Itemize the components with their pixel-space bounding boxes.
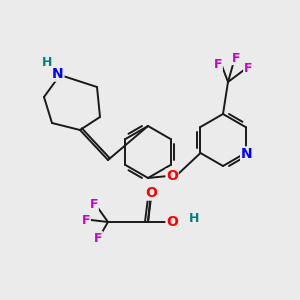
Text: F: F xyxy=(244,61,252,74)
Text: N: N xyxy=(52,67,64,81)
Text: F: F xyxy=(82,214,90,226)
Text: H: H xyxy=(189,212,199,226)
Text: F: F xyxy=(232,52,240,64)
Text: F: F xyxy=(94,232,102,244)
Text: H: H xyxy=(42,56,52,70)
Text: O: O xyxy=(166,169,178,183)
Text: F: F xyxy=(214,58,222,70)
Text: O: O xyxy=(145,186,157,200)
Text: N: N xyxy=(241,147,252,161)
Text: F: F xyxy=(90,197,98,211)
Text: O: O xyxy=(166,215,178,229)
